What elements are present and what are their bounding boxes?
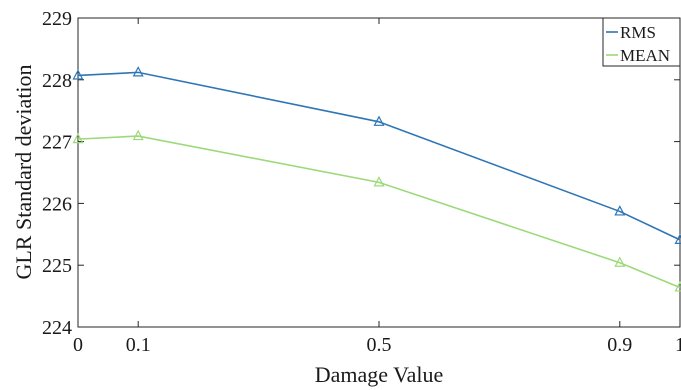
data-point-mean (674, 281, 681, 292)
plot-area (77, 17, 681, 328)
series-line-mean (77, 135, 681, 289)
y-tick-label: 224 (42, 317, 72, 339)
data-point-mean (614, 256, 626, 267)
y-tick-label: 225 (42, 255, 72, 277)
data-point-rms (674, 233, 681, 244)
data-point-rms (72, 69, 84, 80)
y-axis-title: GLR Standard deviation (11, 64, 36, 279)
data-point-mean (72, 132, 84, 144)
data-point-rms (614, 205, 626, 216)
y-tick-label: 227 (42, 132, 72, 154)
y-tick-label: 229 (42, 8, 72, 30)
data-point-mean (132, 129, 144, 141)
series-layer (72, 66, 681, 292)
x-tick-label: 1 (675, 334, 681, 356)
x-tick-label: 0 (73, 334, 83, 356)
legend-label-rms: RMS (620, 23, 656, 42)
data-point-rms (373, 115, 385, 126)
legend-box (602, 17, 681, 67)
y-tick-label: 228 (42, 70, 72, 92)
legend: RMS MEAN (602, 17, 681, 67)
x-axis-title: Damage Value (315, 362, 444, 387)
axis-ticks: 224 225 226 227 228 229 0 0.1 0.5 0.9 1 (42, 8, 681, 356)
legend-label-mean: MEAN (620, 46, 670, 65)
x-tick-label: 0.5 (367, 334, 392, 356)
x-tick-label: 0.9 (607, 334, 632, 356)
y-tick-label: 226 (42, 193, 72, 215)
series-line-rms (77, 71, 681, 241)
data-point-mean (373, 176, 385, 187)
data-point-rms (132, 66, 144, 77)
x-tick-label: 0.1 (126, 334, 151, 356)
